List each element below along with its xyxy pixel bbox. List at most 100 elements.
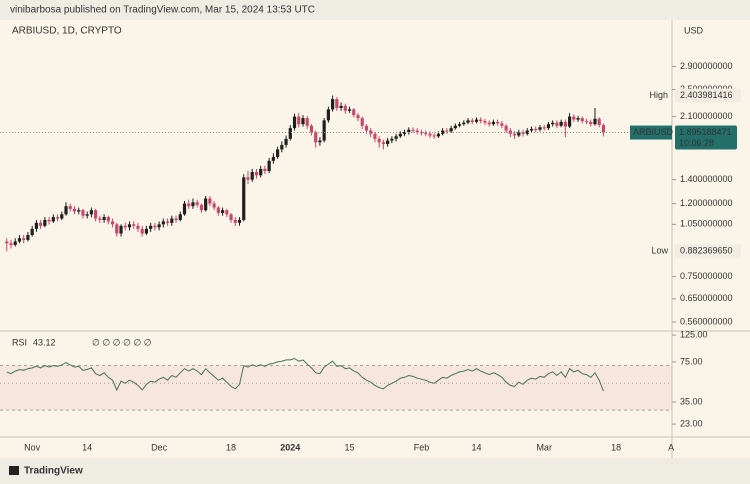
rsi-line	[6, 357, 604, 392]
candle-body	[474, 119, 479, 122]
candle-body	[132, 224, 136, 226]
candle-body	[259, 168, 263, 176]
candle-body	[521, 132, 525, 134]
candle-body	[538, 127, 542, 130]
rsi-tick-label: 125.00	[680, 329, 708, 339]
candle-body	[199, 204, 204, 211]
y-tick-label: 0.750000000	[680, 271, 733, 281]
candle-body	[597, 118, 601, 125]
candle-body	[191, 202, 195, 207]
candle-body	[457, 124, 462, 126]
candle-body	[187, 203, 191, 207]
candle-body	[428, 133, 432, 136]
candle-body	[5, 241, 9, 244]
candle-body	[60, 214, 64, 219]
candle-body	[34, 222, 38, 229]
high-label: High	[649, 90, 668, 100]
rsi-name: RSI	[12, 337, 27, 347]
candle-body	[182, 203, 187, 215]
candle-body	[466, 120, 470, 123]
y-tick-label: 1.050000000	[680, 219, 733, 229]
candle-body	[377, 138, 381, 143]
candle-body	[81, 210, 85, 216]
candle-body	[364, 125, 369, 131]
candle-body	[512, 133, 517, 136]
candle-body	[178, 214, 182, 220]
x-tick-label: A	[668, 442, 674, 452]
candle-body	[424, 132, 428, 134]
candle-body	[453, 125, 457, 129]
candle-body	[360, 118, 364, 126]
candle-body	[13, 241, 17, 245]
candle-body	[593, 118, 597, 125]
candle-body	[280, 144, 284, 150]
candle-body	[584, 121, 589, 123]
candle-body	[314, 132, 318, 143]
last-price-box	[675, 125, 737, 150]
candle-body	[555, 122, 559, 126]
candle-body	[136, 225, 140, 229]
high-value: 2.403981416	[680, 90, 733, 100]
currency: USD	[684, 25, 704, 35]
y-tick-label: 0.650000000	[680, 293, 733, 303]
candle-body	[411, 129, 415, 131]
candle-body	[288, 128, 292, 139]
candle-body	[419, 132, 424, 134]
candle-body	[369, 130, 373, 134]
candle-body	[123, 225, 127, 228]
footer-brand: TradingView	[24, 466, 83, 477]
rsi-tick-label: 23.00	[680, 418, 703, 428]
candle-body	[212, 203, 216, 208]
candle-body	[517, 132, 521, 136]
candle-body	[551, 122, 555, 125]
x-tick-label: 14	[471, 442, 481, 452]
candle-body	[386, 140, 390, 145]
candle-body	[47, 219, 51, 222]
y-tick-label: 2.100000000	[680, 111, 733, 121]
candle-body	[30, 228, 34, 236]
y-tick-label: 0.560000000	[680, 316, 733, 326]
candle-body	[470, 120, 474, 122]
candle-body	[572, 116, 576, 120]
rsi-value: 43.12	[33, 337, 56, 347]
candle-body	[373, 133, 377, 139]
symbol-label: ARBIUSD	[633, 127, 674, 137]
candle-body	[267, 160, 271, 171]
candle-body	[26, 235, 30, 240]
low-box	[675, 244, 741, 259]
candle-body	[292, 116, 297, 129]
x-tick-label: 18	[226, 442, 236, 452]
candle-body	[77, 210, 81, 212]
candle-body	[500, 123, 504, 126]
candle-body	[297, 116, 301, 125]
candle-body	[233, 219, 237, 223]
candle-body	[157, 224, 161, 228]
candle-body	[483, 121, 487, 123]
candle-body	[85, 214, 89, 216]
candle-body	[449, 128, 453, 132]
candle-body	[94, 210, 98, 219]
candle-body	[347, 109, 352, 111]
candle-body	[542, 127, 546, 129]
y-tick-label: 2.900000000	[680, 61, 733, 71]
candle-body	[479, 119, 483, 122]
x-tick-label: Dec	[151, 442, 168, 452]
candle-body	[263, 168, 267, 171]
x-tick-label: 15	[345, 442, 355, 452]
symbol-box	[630, 125, 672, 140]
candle-body	[115, 224, 119, 234]
rsi-inputs: ∅ ∅ ∅ ∅ ∅ ∅	[92, 337, 152, 347]
candle-body	[43, 219, 47, 226]
last-price: 1.895188471	[679, 127, 732, 137]
candle-body	[276, 149, 280, 157]
candle-body	[339, 105, 343, 108]
candle-body	[335, 99, 339, 108]
candle-body	[204, 198, 208, 211]
candle-body	[208, 198, 212, 204]
rsi-band	[0, 365, 672, 411]
candle-body	[576, 118, 580, 120]
candle-body	[225, 210, 229, 215]
candle-body	[174, 218, 178, 220]
candle-body	[98, 218, 102, 220]
